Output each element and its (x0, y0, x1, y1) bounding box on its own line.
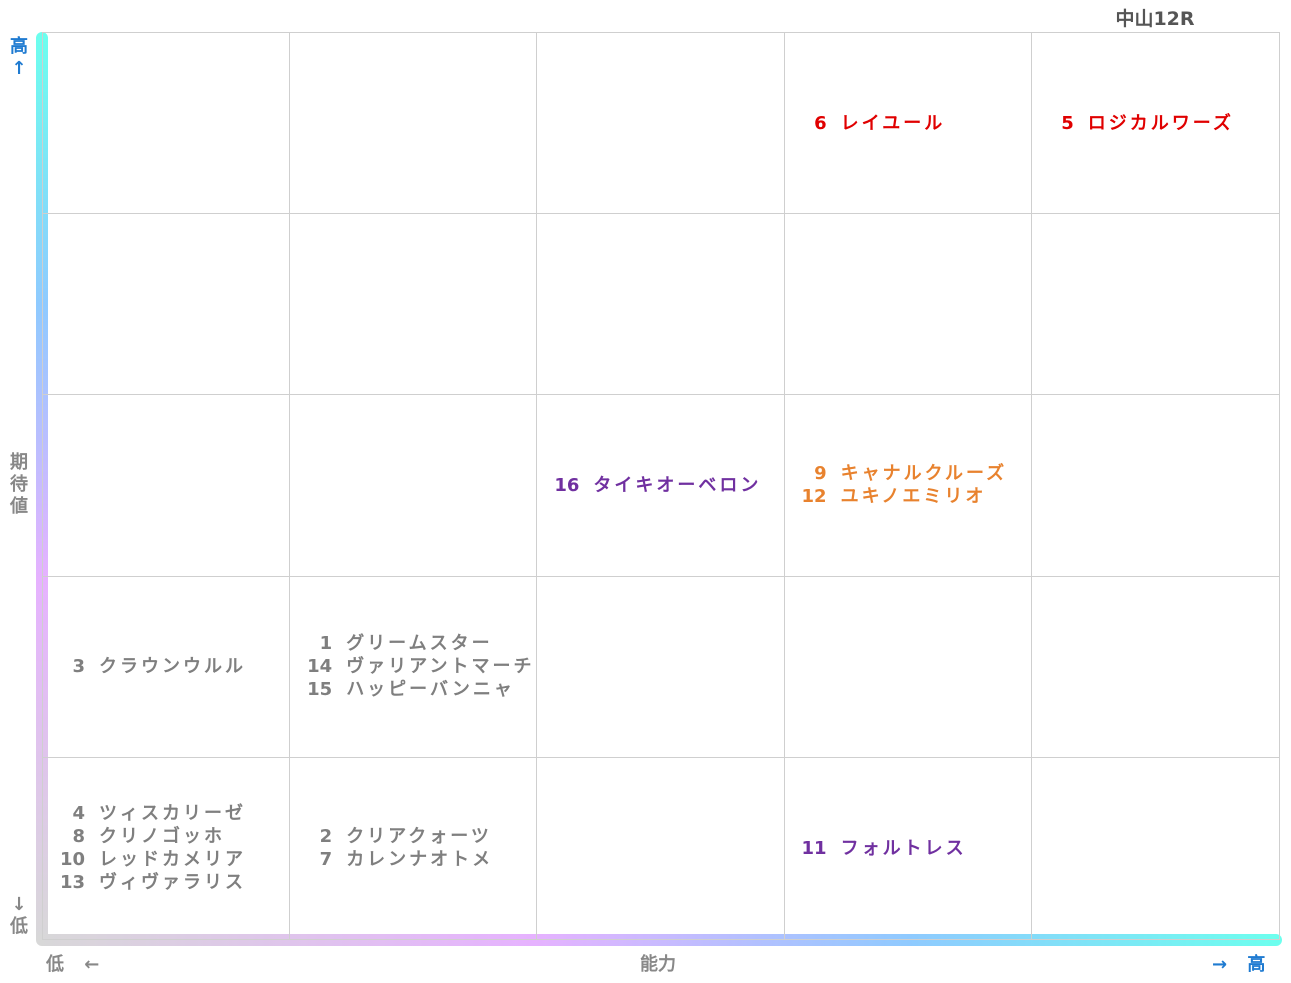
matrix-cell-r2-c1 (43, 214, 291, 396)
right-arrow-icon: → (1212, 954, 1228, 975)
horse-name: キャナルクルーズ (840, 463, 1008, 485)
matrix-cell-r1-c3 (537, 33, 785, 215)
horse-entry: 5 ロジカルワーズ (1044, 112, 1279, 135)
matrix-cell-r5-c2: 2 クリアクォーツ 7 カレンナオトメ (290, 757, 538, 939)
matrix-cell-r5-c5 (1032, 758, 1279, 939)
matrix-cell-r4-c3 (537, 576, 785, 758)
horse-name: ハッピーバンニャ (346, 679, 515, 701)
horse-number: 2 (319, 826, 333, 848)
horse-name: レイユール (840, 112, 946, 134)
horse-number: 15 (307, 679, 333, 701)
horse-number: 10 (59, 849, 85, 871)
chart-title: 中山12R (1115, 8, 1195, 30)
horse-name: タイキオーベロン (593, 474, 762, 496)
horse-number: 4 (72, 803, 85, 825)
horse-number: 13 (59, 872, 85, 894)
x-axis-low-label: 低 ← (46, 950, 99, 976)
horse-entry: 9 キャナルクルーズ (797, 462, 1031, 485)
y-high-text: 高 (10, 36, 28, 57)
horse-name: ユキノエミリオ (840, 486, 987, 508)
horse-entry: 1 グリームスター (302, 632, 536, 655)
horse-entry: 10 レッドカメリア (55, 848, 289, 871)
x-axis-title: 能力 (640, 954, 676, 975)
matrix-cell-r4-c5 (1031, 577, 1279, 758)
horse-name: カレンナオトメ (346, 849, 494, 871)
y-axis-title: 期 待 値 (10, 452, 28, 518)
horse-name: レッドカメリア (99, 849, 246, 871)
matrix-cell-r5-c3 (537, 757, 785, 939)
horse-entry: 7 カレンナオトメ (302, 848, 536, 871)
matrix-cell-r3-c5 (1031, 395, 1279, 577)
horse-entry: 4 ツィスカリーゼ (55, 802, 289, 825)
matrix-cell-r4-c4 (784, 576, 1032, 758)
matrix-cell-r2-c5 (1031, 214, 1279, 396)
horse-name: クラウンウルル (99, 656, 246, 678)
matrix-cell-r4-c2: 1 グリームスター 14 ヴァリアントマーチ 15 ハッピーバンニャ (290, 576, 538, 758)
y-axis-low-label: ↓ 低 (10, 894, 28, 938)
horse-number: 1 (319, 633, 333, 655)
matrix-cell-r1-c5: 5 ロジカルワーズ (1031, 33, 1279, 215)
horse-name: フォルトレス (840, 837, 967, 859)
matrix-cell-r2-c3 (537, 214, 785, 396)
horse-number: 9 (814, 463, 827, 485)
horse-number: 16 (554, 474, 580, 496)
y-axis-high-label: 高 ↑ (10, 36, 28, 80)
matrix-cell-r1-c2 (290, 33, 538, 215)
horse-name: クリアクォーツ (346, 826, 492, 848)
matrix-cell-r5-c4: 11 フォルトレス (785, 757, 1032, 939)
y-axis-title-char: 値 (10, 496, 28, 517)
y-low-text: 低 (10, 916, 28, 937)
horse-number: 7 (319, 849, 333, 871)
matrix-grid: 6 レイユール 5 ロジカルワーズ 16 タイキオーベロン 9 キャナルクルーズ 12 ユキノエミ… (42, 32, 1280, 940)
x-axis-gradient-bar (36, 934, 1282, 946)
horse-entry: 15 ハッピーバンニャ (302, 678, 536, 701)
matrix-cell-r3-c3: 16 タイキオーベロン (537, 395, 785, 577)
horse-name: ツィスカリーゼ (99, 803, 246, 825)
matrix-cell-r4-c1: 3 クラウンウルル (43, 576, 291, 758)
x-low-text: 低 (46, 954, 64, 975)
up-arrow-icon: ↑ (11, 58, 27, 79)
horse-name: ヴァリアントマーチ (346, 656, 535, 678)
horse-entry: 11 フォルトレス (797, 837, 1031, 860)
down-arrow-icon: ↓ (11, 894, 27, 915)
horse-entry: 6 レイユール (797, 112, 1031, 135)
horse-number: 3 (72, 656, 85, 678)
matrix-cell-r5-c1: 4 ツィスカリーゼ 8 クリノゴッホ 10 レッドカメリア 13 ヴィヴァラリス (43, 757, 291, 939)
horse-entry: 12 ユキノエミリオ (797, 485, 1031, 508)
y-axis-title-char: 待 (10, 474, 28, 495)
horse-number: 11 (801, 837, 827, 859)
horse-entry: 8 クリノゴッホ (55, 825, 289, 848)
horse-number: 14 (307, 656, 333, 678)
matrix-cell-r3-c1 (43, 395, 291, 577)
horse-number: 12 (801, 486, 827, 508)
horse-number: 8 (72, 826, 85, 848)
horse-name: グリームスター (346, 633, 493, 655)
matrix-cell-r2-c2 (290, 214, 538, 396)
x-high-text: 高 (1247, 954, 1266, 975)
horse-entry: 16 タイキオーベロン (549, 474, 783, 497)
y-axis-title-char: 期 (10, 452, 28, 473)
matrix-cell-r3-c4: 9 キャナルクルーズ 12 ユキノエミリオ (784, 395, 1032, 577)
horse-name: ロジカルワーズ (1087, 112, 1234, 134)
horse-number: 6 (814, 112, 827, 134)
matrix-cell-r1-c4: 6 レイユール (784, 33, 1032, 215)
horse-name: クリノゴッホ (99, 826, 225, 848)
left-arrow-icon: ← (84, 954, 100, 975)
horse-entry: 14 ヴァリアントマーチ (302, 655, 536, 678)
horse-entry: 3 クラウンウルル (55, 655, 289, 678)
horse-entry: 13 ヴィヴァラリス (55, 871, 289, 894)
horse-number: 5 (1061, 112, 1074, 134)
horse-name: ヴィヴァラリス (99, 872, 246, 894)
x-axis-high-label: → 高 (1212, 950, 1265, 976)
matrix-cell-r3-c2 (290, 395, 538, 577)
matrix-cell-r2-c4 (784, 214, 1032, 396)
horse-entry: 2 クリアクォーツ (302, 825, 536, 848)
matrix-cell-r1-c1 (43, 33, 291, 215)
